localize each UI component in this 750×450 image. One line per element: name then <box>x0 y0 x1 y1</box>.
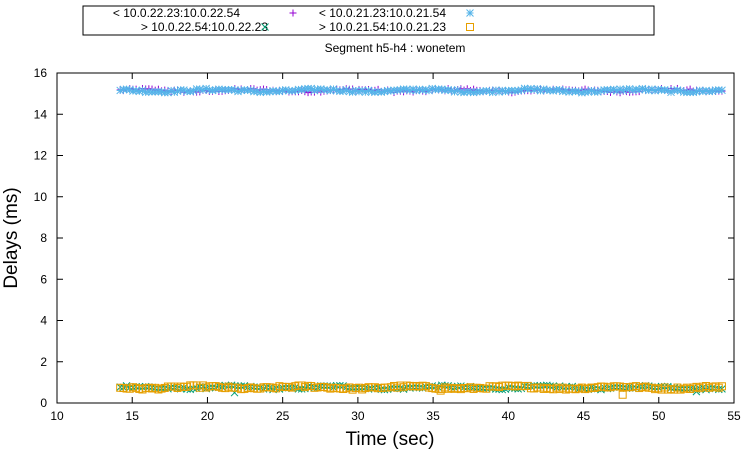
legend-label-1: < 10.0.22.23:10.0.22.54 <box>113 6 240 20</box>
legend-box <box>82 5 655 36</box>
legend: < 10.0.22.23:10.0.22.54 > 10.0.22.54:10.… <box>82 5 655 36</box>
x-tick-label: 25 <box>276 409 290 423</box>
chart-title: Segment h5-h4 : wonetem <box>325 41 466 55</box>
data-point <box>345 87 354 96</box>
data-point <box>329 85 338 93</box>
data-point <box>578 88 586 97</box>
plot-frame <box>56 72 735 404</box>
legend-marker-4 <box>466 23 474 31</box>
data-point <box>164 88 172 97</box>
x-tick-label: 55 <box>727 409 741 423</box>
y-axis-title: Delays (ms) <box>1 187 22 288</box>
x-tick-label: 40 <box>502 409 516 423</box>
data-point <box>618 390 627 399</box>
legend-label-4: > 10.0.21.54:10.0.21.23 <box>319 20 446 34</box>
x-tick-label: 35 <box>426 409 440 423</box>
x-tick-label: 15 <box>126 409 140 423</box>
data-point <box>718 86 726 95</box>
data-point <box>202 84 211 93</box>
y-tick-label: 2 <box>40 355 47 369</box>
x-axis: 10 15 20 25 30 35 40 45 50 55 <box>50 73 741 423</box>
data-point <box>377 88 386 96</box>
data-point <box>396 86 405 94</box>
data-point <box>436 386 445 395</box>
y-tick-label: 8 <box>40 231 47 245</box>
x-tick-label: 45 <box>577 409 591 423</box>
y-tick-label: 14 <box>34 107 48 121</box>
y-tick-label: 12 <box>34 149 48 163</box>
legend-marker-1 <box>289 9 297 17</box>
data-point <box>517 86 526 94</box>
data-point <box>717 382 726 391</box>
x-tick-label: 10 <box>50 409 64 423</box>
data-point <box>122 85 131 94</box>
x-axis-title: Time (sec) <box>345 429 434 450</box>
legend-marker-3 <box>466 9 474 17</box>
x-tick-label: 20 <box>201 409 215 423</box>
y-tick-label: 4 <box>40 314 47 328</box>
legend-markers <box>261 9 474 31</box>
series-2 <box>116 84 726 97</box>
y-tick-label: 0 <box>40 396 47 410</box>
y-tick-label: 6 <box>40 272 47 286</box>
legend-label-2: > 10.0.22.54:10.0.22.23 <box>141 20 268 34</box>
y-axis: 0 2 4 6 8 10 12 14 16 <box>34 66 734 410</box>
data-points <box>116 84 726 399</box>
x-tick-label: 30 <box>351 409 365 423</box>
y-tick-label: 16 <box>34 66 48 80</box>
series-3 <box>116 381 726 399</box>
legend-label-3: < 10.0.21.23:10.0.21.54 <box>319 6 446 20</box>
data-point <box>555 85 564 94</box>
y-tick-label: 10 <box>34 190 48 204</box>
legend-marker-2 <box>261 23 269 31</box>
data-point <box>625 84 634 93</box>
x-tick-label: 50 <box>652 409 666 423</box>
